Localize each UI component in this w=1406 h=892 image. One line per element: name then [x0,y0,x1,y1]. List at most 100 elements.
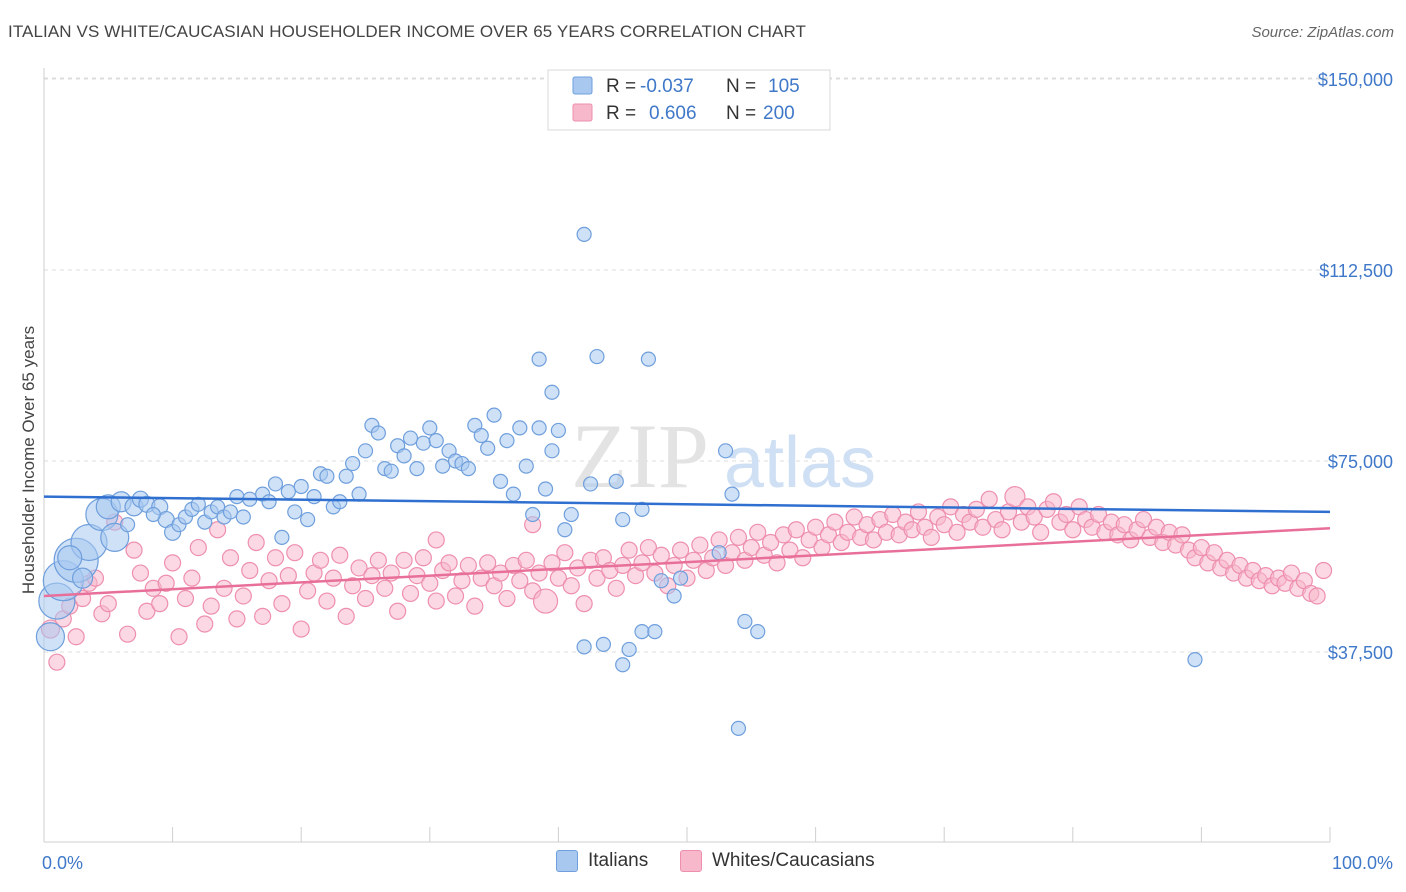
stats-r-value-whites: 0.606 [649,103,697,124]
point-whites [414,549,432,567]
point-italians [229,489,245,505]
point-whites [356,589,375,608]
point-whites [196,615,214,633]
point-italians [711,545,727,561]
point-italians [531,420,547,436]
point-whites [189,538,207,557]
trend-line-italians [43,495,1331,514]
point-italians [730,720,747,737]
point-italians [634,501,650,517]
point-italians [280,483,296,500]
point-whites [749,523,767,541]
trend-line-whites [43,526,1331,598]
point-whites [421,574,439,592]
point-italians [306,489,322,505]
point-whites [1314,561,1333,580]
point-italians [319,468,335,484]
point-italians [737,613,753,630]
point-whites [427,592,445,610]
stats-n-label-italians: N = [726,76,756,97]
point-italians [235,509,251,525]
point-italians [557,522,573,538]
point-whites [99,595,117,613]
y-tick-label: $37,500 [1328,643,1393,663]
point-whites [864,531,883,549]
point-whites [1032,523,1050,541]
point-whites [948,523,966,541]
point-italians [287,504,303,520]
point-italians [409,461,425,477]
point-italians [582,476,599,492]
trend-layer [43,495,1331,598]
point-whites [221,549,240,567]
source-credit: Source: ZipAtlas.com [1251,24,1394,41]
point-whites [279,566,297,585]
point-italians [267,476,284,492]
point-whites [922,528,940,547]
point-whites [1308,587,1326,605]
point-whites [286,544,304,562]
point-italians [370,425,386,441]
point-italians [486,407,502,423]
point-whites [337,607,355,625]
point-whites [183,569,201,587]
point-italians [653,573,669,589]
point-italians [145,506,161,523]
point-italians [480,440,496,456]
point-italians [537,481,554,497]
point-italians [428,433,444,449]
point-whites [48,653,66,671]
point-italians [563,506,579,523]
point-whites [729,528,748,547]
point-italians [435,458,451,474]
series-legend: Italians Whites/Caucasians [0,850,1406,880]
point-italians [261,494,277,510]
point-whites [170,628,188,646]
point-whites [299,582,317,600]
point-italians [505,486,521,502]
y-axis-title-layer: Householder Income Over 65 years [19,326,38,594]
x-tick-label-right: 100.0% [1332,853,1393,873]
legend-item-italians: Italians [556,850,648,872]
y-axis-title: Householder Income Over 65 years [19,326,38,594]
point-italians [345,455,361,472]
point-whites [151,595,169,613]
point-whites [453,572,471,590]
point-whites [768,554,786,572]
point-italians [531,351,547,367]
point-whites [350,559,368,577]
point-italians [332,494,348,510]
point-whites [794,549,812,567]
point-whites [311,551,330,569]
point-italians [357,443,374,459]
point-italians [717,443,734,459]
point-whites [254,607,272,625]
point-whites [845,508,863,526]
point-italians [550,422,567,439]
point-whites [446,587,465,605]
point-italians [274,529,290,546]
point-whites [639,538,658,557]
stats-swatch-whites [572,103,593,122]
point-whites [215,579,233,597]
point-whites [1205,544,1223,562]
point-whites [781,541,799,559]
point-italians [100,522,130,553]
point-whites [498,589,516,608]
point-italians [338,468,354,484]
point-whites [363,566,381,585]
point-whites [131,564,150,582]
point-italians [634,624,650,640]
point-whites [1064,521,1082,539]
point-whites [517,551,535,569]
point-whites [1057,505,1075,524]
points-layer [35,226,1333,737]
point-whites [266,549,285,567]
stats-legend: R = -0.037 N = 105 R = 0.606 N = 200 [547,69,831,131]
point-whites [479,554,497,572]
point-italians [293,478,309,495]
y-tick-label: $150,000 [1318,70,1393,90]
point-whites [157,574,175,592]
point-italians [615,511,631,528]
point-whites [440,554,458,572]
